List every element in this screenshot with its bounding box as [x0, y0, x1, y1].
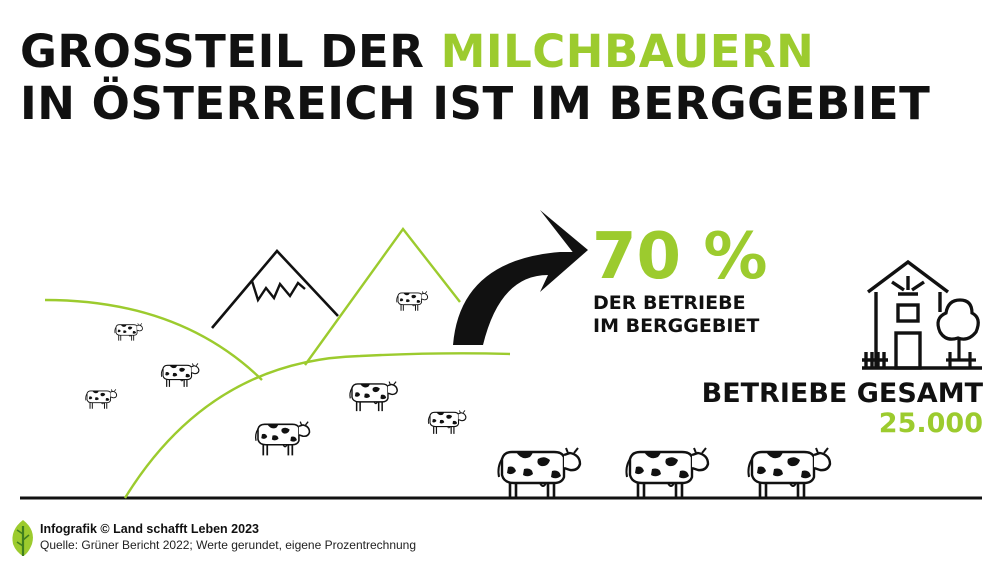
hill-front — [123, 352, 511, 499]
footer-source: Quelle: Grüner Bericht 2022; Werte gerun… — [40, 538, 417, 552]
green-mountain — [304, 227, 461, 366]
cow-icon — [85, 290, 467, 457]
stat-label: DER BETRIEBE IM BERGGEBIET — [593, 292, 759, 338]
footer-credit: Infografik © Land schafft Leben 2023 — [40, 522, 259, 536]
farmhouse-icon — [862, 259, 982, 370]
arrow-icon — [453, 210, 588, 345]
stat-label-line2: IM BERGGEBIET — [593, 315, 760, 337]
stat-label-line1: DER BETRIEBE — [593, 292, 746, 314]
headline: GROSSTEIL DER MILCHBAUERN IN ÖSTERREICH … — [20, 26, 930, 130]
leaf-logo-icon — [12, 520, 33, 556]
mountain-icon — [211, 249, 339, 329]
stat-value: 70 % — [592, 220, 768, 294]
total-label: BETRIEBE GESAMT — [701, 378, 983, 409]
tree-icon — [936, 298, 980, 368]
headline-accent: MILCHBAUERN — [440, 25, 815, 78]
cow-icon-large — [497, 446, 832, 501]
headline-line1: GROSSTEIL DER MILCHBAUERN — [20, 25, 815, 78]
headline-line2: IN ÖSTERREICH IST IM BERGGEBIET — [20, 77, 931, 130]
total-value: 25.000 — [878, 408, 983, 439]
hill-left — [44, 298, 263, 381]
